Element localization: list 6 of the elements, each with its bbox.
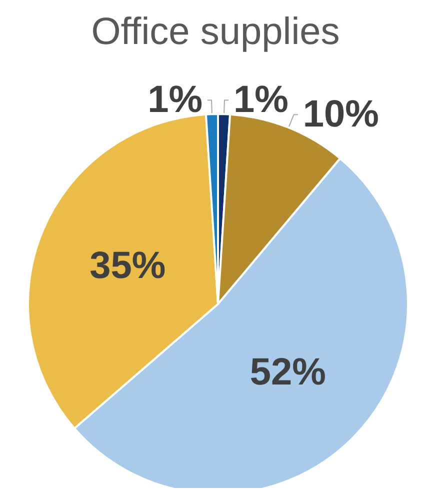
data-label: 52%	[250, 352, 326, 394]
chart-title: Office supplies	[91, 11, 340, 53]
data-label: 1%	[148, 79, 203, 122]
data-label: 35%	[90, 245, 166, 288]
data-label: 10%	[302, 94, 379, 136]
data-label: 1%	[233, 79, 288, 122]
